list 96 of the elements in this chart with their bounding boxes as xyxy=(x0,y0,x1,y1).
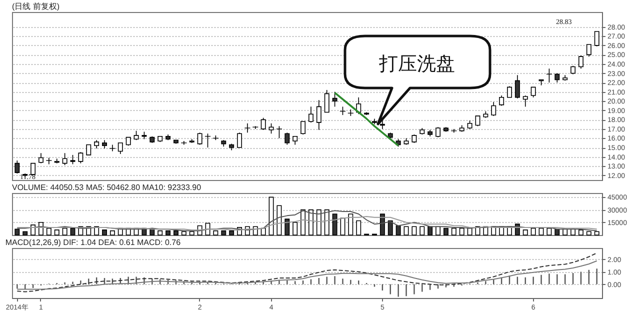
bar xyxy=(380,214,385,236)
candlestick xyxy=(308,106,314,123)
bar xyxy=(459,228,464,236)
bar xyxy=(594,231,600,236)
bar xyxy=(340,218,346,236)
bar xyxy=(181,231,186,236)
bar xyxy=(332,214,338,236)
candlestick xyxy=(324,90,330,113)
candlestick xyxy=(586,44,592,57)
candlestick xyxy=(514,74,520,99)
bar xyxy=(260,228,266,236)
candlestick xyxy=(546,68,552,83)
bar xyxy=(578,230,584,236)
bar xyxy=(562,228,568,236)
candlestick xyxy=(38,152,44,164)
candlestick xyxy=(276,126,282,139)
bar xyxy=(586,231,592,236)
candlestick xyxy=(300,121,306,135)
bar xyxy=(229,230,234,236)
candlestick xyxy=(594,31,600,47)
bar xyxy=(110,230,115,236)
candlestick xyxy=(316,100,322,130)
bar xyxy=(316,209,322,236)
candlestick xyxy=(204,133,211,148)
candlestick xyxy=(197,132,202,146)
bar xyxy=(62,228,68,236)
bar xyxy=(530,228,536,236)
bar xyxy=(292,222,298,236)
bar xyxy=(428,226,433,236)
line-series xyxy=(16,260,598,290)
candlestick xyxy=(499,95,504,106)
candlestick xyxy=(530,86,536,98)
candlestick xyxy=(62,152,68,166)
candlestick xyxy=(110,144,116,152)
bar xyxy=(22,231,28,236)
candlestick xyxy=(380,120,385,130)
chart-title: VOLUME: 44050.53 MA5: 50462.80 MA10: 92333.90 xyxy=(12,183,202,192)
candlestick xyxy=(78,152,84,164)
line-series xyxy=(16,252,598,292)
bar xyxy=(324,209,330,236)
bar xyxy=(46,228,52,236)
bar xyxy=(467,228,472,236)
bar xyxy=(546,228,552,236)
bar xyxy=(451,228,456,236)
bar xyxy=(443,228,448,236)
candlestick xyxy=(46,157,52,165)
bar xyxy=(538,228,544,236)
candlestick xyxy=(118,142,123,154)
bar xyxy=(276,205,282,236)
line-series xyxy=(16,216,598,230)
line-series xyxy=(334,92,400,147)
candlestick xyxy=(507,86,512,98)
bar xyxy=(173,230,178,236)
chart-title: (日线 前复权) xyxy=(12,2,60,11)
bar xyxy=(166,230,171,236)
bar xyxy=(102,230,107,236)
bar xyxy=(189,231,194,236)
annotation: 打压洗盘 xyxy=(378,54,455,75)
bar xyxy=(554,228,560,236)
bar xyxy=(213,230,218,236)
candlestick xyxy=(554,72,560,83)
bar xyxy=(14,228,20,236)
candlestick xyxy=(436,126,441,138)
bar xyxy=(30,224,36,236)
candlestick xyxy=(237,132,242,148)
bar xyxy=(158,230,163,236)
candlestick xyxy=(244,122,250,134)
bar xyxy=(388,220,393,236)
candlestick xyxy=(14,160,20,174)
bar xyxy=(522,230,528,236)
candlestick xyxy=(134,130,139,140)
candlestick xyxy=(491,102,496,116)
candlestick xyxy=(475,116,480,127)
bar xyxy=(284,218,290,236)
candlestick xyxy=(268,122,274,134)
candlestick xyxy=(260,117,266,130)
candlestick xyxy=(332,91,338,108)
bar xyxy=(412,226,417,236)
bar xyxy=(404,226,409,236)
bar xyxy=(221,230,226,236)
bar xyxy=(70,228,76,236)
chart-title: MACD(12,26,9) DIF: 1.04 DEA: 0.61 MACD: 0.76 xyxy=(5,238,182,247)
bar xyxy=(570,228,576,236)
candlestick xyxy=(578,55,584,70)
candlestick xyxy=(86,144,92,156)
candlestick xyxy=(70,154,76,165)
bar xyxy=(436,226,441,236)
bar xyxy=(356,220,362,236)
bar xyxy=(150,228,155,236)
bar xyxy=(396,225,401,236)
bar xyxy=(54,230,60,236)
bar xyxy=(348,214,354,236)
bar xyxy=(420,226,425,236)
candlestick xyxy=(522,95,528,108)
candlestick xyxy=(284,132,290,146)
bar xyxy=(268,196,274,236)
